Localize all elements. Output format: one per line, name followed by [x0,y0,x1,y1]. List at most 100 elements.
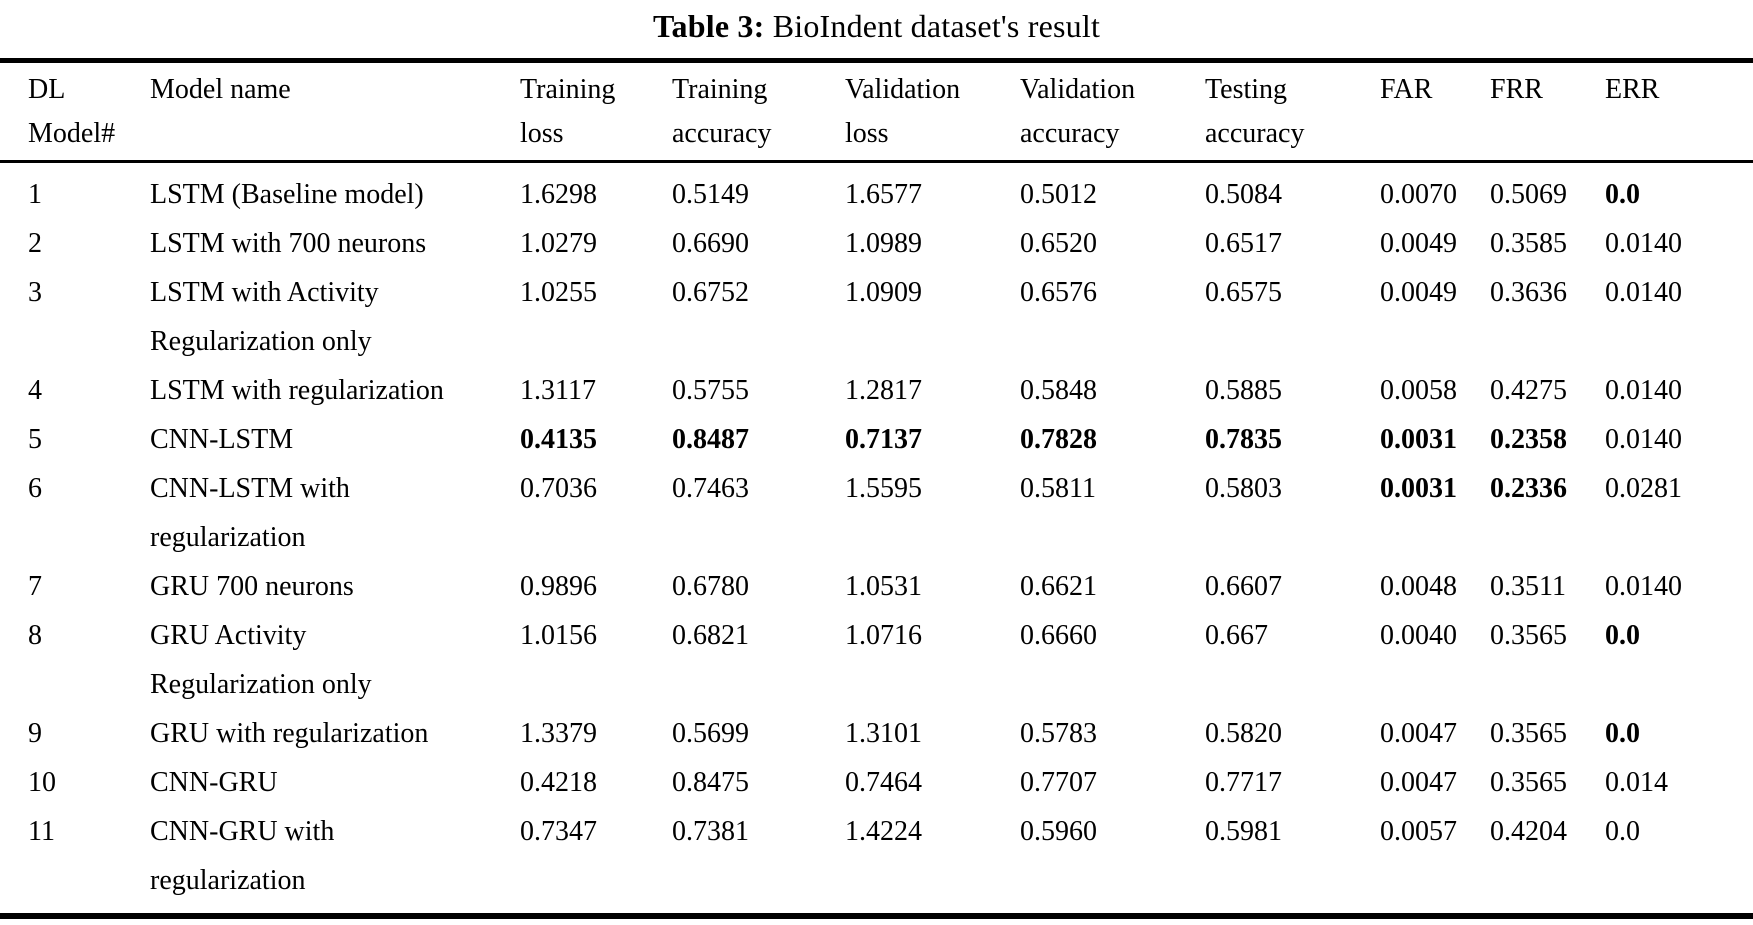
cell-value: 1.4224 [845,816,922,847]
cell-value: 0.5069 [1490,179,1567,210]
cell-value: 0.8487 [672,424,749,455]
cell-model-number: 1 [28,179,42,210]
results-table-body: 1 LSTM (Baseline model) 1.6298 0.5149 1.6577… [0,162,1753,917]
table-caption-text: BioIndent dataset's result [772,8,1101,44]
cell-value: 0.6575 [1205,277,1282,308]
cell-value: 0.5885 [1205,375,1282,406]
cell-value: 1.0909 [845,277,922,308]
cell-value: 0.7347 [520,816,597,847]
header-training-loss: Training loss [520,60,672,163]
cell-model-name: GRU Activity Regularization only [150,620,372,700]
cell-model-name: CNN-GRU with regularization [150,816,335,896]
cell-value: 1.0279 [520,228,597,259]
cell-value: 0.6517 [1205,228,1282,259]
cell-value: 0.0140 [1605,277,1682,308]
cell-value: 0.7381 [672,816,749,847]
cell-model-name: LSTM with Activity Regularization only [150,277,379,357]
header-model-name: Model name [150,60,520,163]
cell-model-number: 4 [28,375,42,406]
table-row: 3 LSTM with Activity Regularization only 1… [0,268,1753,366]
cell-value: 0.0 [1605,620,1640,651]
cell-value: 1.3117 [520,375,596,406]
header-training-accuracy: Training accuracy [672,60,845,163]
header-validation-accuracy: Validation accuracy [1020,60,1205,163]
table-row: 6 CNN-LSTM with regularization 0.7036 0.746… [0,464,1753,562]
cell-value: 0.0070 [1380,179,1457,210]
cell-value: 0.0058 [1380,375,1457,406]
header-validation-loss: Validation loss [845,60,1020,163]
cell-value: 0.0048 [1380,571,1457,602]
cell-value: 1.5595 [845,473,922,504]
cell-value: 0.0 [1605,718,1640,749]
cell-value: 0.7137 [845,424,922,455]
table-row: 5 CNN-LSTM 0.4135 0.8487 0.7137 0.7828 0.7835 0… [0,415,1753,464]
cell-value: 0.4204 [1490,816,1567,847]
cell-value: 0.0031 [1380,473,1457,504]
cell-value: 0.6520 [1020,228,1097,259]
cell-model-name: GRU with regularization [150,718,429,749]
cell-value: 0.5699 [672,718,749,749]
cell-value: 1.0531 [845,571,922,602]
results-table: DL Model# Model name Training loss Train… [0,58,1753,919]
cell-value: 0.7828 [1020,424,1097,455]
header-far: FAR [1380,60,1490,163]
table-row: 4 LSTM with regularization 1.3117 0.5755 1.2… [0,366,1753,415]
cell-value: 0.0140 [1605,375,1682,406]
cell-model-name: LSTM with 700 neurons [150,228,427,259]
cell-value: 0.7463 [672,473,749,504]
cell-value: 0.6576 [1020,277,1097,308]
cell-value: 0.6607 [1205,571,1282,602]
cell-value: 0.6621 [1020,571,1097,602]
cell-value: 0.0 [1605,179,1640,210]
header-frr: FRR [1490,60,1605,163]
cell-model-name: LSTM with regularization [150,375,444,406]
cell-value: 0.5811 [1020,473,1096,504]
cell-value: 0.5012 [1020,179,1097,210]
cell-model-number: 6 [28,473,42,504]
cell-value: 0.5803 [1205,473,1282,504]
cell-value: 1.0255 [520,277,597,308]
cell-value: 0.2336 [1490,473,1567,504]
cell-value: 0.5820 [1205,718,1282,749]
cell-value: 0.0040 [1380,620,1457,651]
cell-value: 1.0156 [520,620,597,651]
cell-value: 0.4218 [520,767,597,798]
table-row: 1 LSTM (Baseline model) 1.6298 0.5149 1.6577… [0,162,1753,220]
cell-model-name: GRU 700 neurons [150,571,354,602]
cell-value: 1.3379 [520,718,597,749]
table-row: 8 GRU Activity Regularization only 1.0156 0… [0,611,1753,709]
cell-value: 0.0049 [1380,228,1457,259]
header-err: ERR [1605,60,1753,163]
cell-value: 0.7717 [1205,767,1282,798]
header-dl-model: DL Model# [0,60,150,163]
cell-model-name: CNN-GRU [150,767,278,798]
cell-value: 0.667 [1205,620,1268,651]
cell-value: 0.5848 [1020,375,1097,406]
cell-value: 0.7464 [845,767,922,798]
cell-value: 0.5755 [672,375,749,406]
cell-value: 0.5149 [672,179,749,210]
cell-model-number: 10 [28,767,56,798]
cell-value: 0.6690 [672,228,749,259]
cell-model-number: 7 [28,571,42,602]
cell-model-name: CNN-LSTM with regularization [150,473,350,553]
table-row: 2 LSTM with 700 neurons 1.0279 0.6690 1.0989… [0,219,1753,268]
cell-value: 0.0057 [1380,816,1457,847]
cell-model-name: CNN-LSTM [150,424,294,455]
cell-value: 0.3565 [1490,620,1567,651]
cell-value: 0.4275 [1490,375,1567,406]
cell-model-number: 11 [28,816,55,847]
cell-value: 1.3101 [845,718,922,749]
cell-value: 0.6660 [1020,620,1097,651]
cell-value: 0.0140 [1605,571,1682,602]
cell-value: 1.0989 [845,228,922,259]
cell-value: 0.4135 [520,424,597,455]
cell-value: 0.3585 [1490,228,1567,259]
cell-value: 0.014 [1605,767,1668,798]
cell-value: 0.8475 [672,767,749,798]
cell-value: 0.7835 [1205,424,1282,455]
cell-value: 0.9896 [520,571,597,602]
cell-value: 0.5960 [1020,816,1097,847]
cell-value: 1.2817 [845,375,922,406]
cell-value: 0.0140 [1605,228,1682,259]
